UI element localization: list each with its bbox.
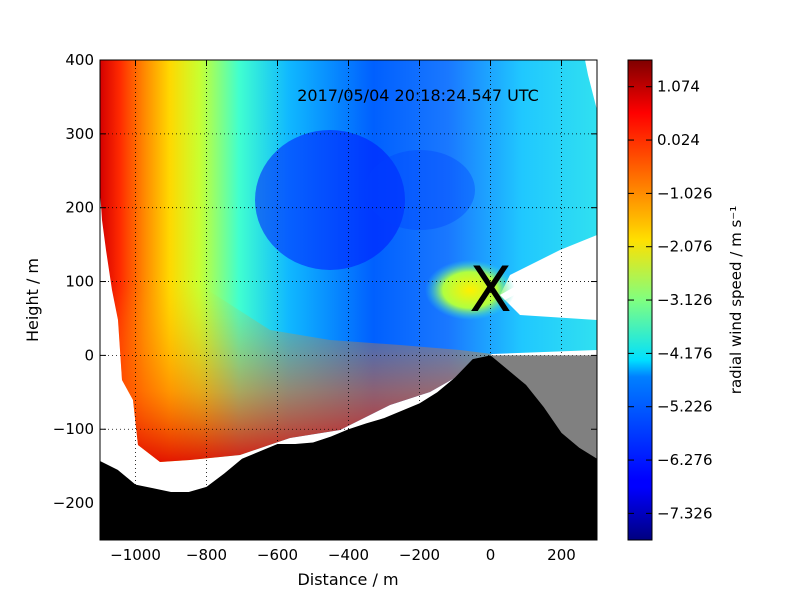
colorbar-tick-label-6: −5.226 <box>657 398 713 416</box>
colorbar-tick-label-3: −2.076 <box>657 238 713 256</box>
updraft-blob <box>425 260 515 320</box>
colorbar-tick-label-0: 1.074 <box>657 78 700 96</box>
near-surface-band <box>112 285 492 462</box>
colorbar-tick-label-2: −1.026 <box>657 184 713 202</box>
colorbar-tick-label-5: −4.176 <box>657 344 713 362</box>
y-tick-label-4: 200 <box>65 199 94 217</box>
y-tick-label-2: 0 <box>84 346 94 364</box>
x-tick-label-3: −400 <box>328 546 369 564</box>
x-tick-label-0: −1000 <box>110 546 161 564</box>
high-speed-tail <box>365 150 475 230</box>
x-tick-label-4: −200 <box>399 546 440 564</box>
colorbar-tick-label-7: −6.276 <box>657 451 713 469</box>
y-axis: −200 −100 0 100 200 300 400 <box>53 51 597 512</box>
high-speed-core <box>255 130 405 270</box>
colorbar-ticks: 1.074 0.024 −1.026 −2.076 −3.126 −4.176 −5.226… <box>628 78 713 522</box>
terrain-profile <box>100 355 597 540</box>
colorbar: 1.074 0.024 −1.026 −2.076 −3.126 −4.176 −5.226… <box>627 59 745 541</box>
y-axis-label: Height / m <box>23 258 42 342</box>
y-tick-label-0: −200 <box>53 494 94 512</box>
x-tick-label-1: −800 <box>186 546 227 564</box>
x-tick-label-5: 0 <box>486 546 496 564</box>
x-tick-label-2: −600 <box>257 546 298 564</box>
y-tick-label-5: 300 <box>65 125 94 143</box>
terrain <box>100 355 597 540</box>
colorbar-tick-label-8: −7.326 <box>657 504 713 522</box>
chart-title: 2017/05/04 20:18:24.547 UTC <box>297 86 539 105</box>
colorbar-tick-label-4: −3.126 <box>657 291 713 309</box>
colorbar-label: radial wind speed / m s⁻¹ <box>727 206 745 394</box>
x-marker: X <box>469 253 511 326</box>
x-tick-label-6: 200 <box>547 546 576 564</box>
x-axis-label: Distance / m <box>297 570 398 589</box>
y-tick-label-3: 100 <box>65 273 94 291</box>
x-axis: −1000 −800 −600 −400 −200 0 200 <box>110 60 576 564</box>
beam-gap <box>500 240 597 300</box>
y-tick-label-1: −100 <box>53 420 94 438</box>
y-tick-label-6: 400 <box>65 51 94 69</box>
colorbar-tick-label-1: 0.024 <box>657 131 700 149</box>
